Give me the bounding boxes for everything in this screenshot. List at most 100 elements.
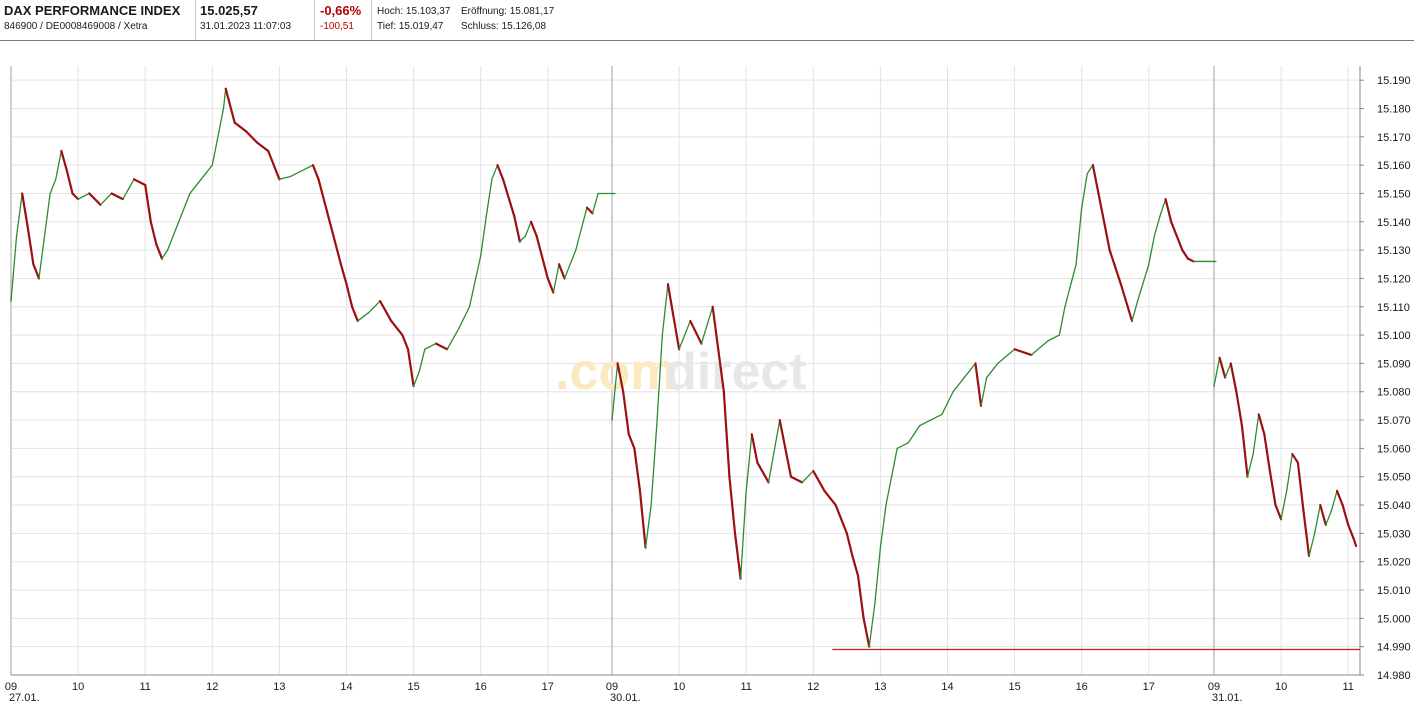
price-segment bbox=[638, 489, 647, 549]
price-series bbox=[10, 87, 1358, 648]
price-segment bbox=[1013, 348, 1033, 357]
price-segment bbox=[1108, 249, 1122, 286]
price-segment bbox=[890, 447, 898, 478]
change-absolute: -100,51 bbox=[320, 21, 354, 32]
price-segment bbox=[132, 178, 147, 187]
price-segment bbox=[418, 348, 426, 373]
price-segment bbox=[717, 348, 725, 393]
y-tick-label: 15.130 bbox=[1377, 245, 1411, 257]
price-segment bbox=[1081, 172, 1088, 209]
price-segment bbox=[529, 220, 538, 238]
x-tick-label: 17 bbox=[1143, 681, 1155, 693]
price-segment bbox=[1352, 537, 1358, 548]
price-segment bbox=[77, 192, 90, 200]
price-segment bbox=[1058, 306, 1066, 336]
y-tick-label: 15.070 bbox=[1377, 415, 1411, 427]
y-tick-label: 15.010 bbox=[1377, 585, 1411, 597]
price-segment bbox=[1319, 503, 1327, 526]
price-segment bbox=[401, 333, 410, 351]
price-segment bbox=[745, 433, 753, 492]
price-segment bbox=[868, 603, 876, 648]
price-segment bbox=[666, 283, 681, 351]
price-segment bbox=[10, 235, 18, 302]
x-tick-label: 12 bbox=[807, 681, 819, 693]
price-segment bbox=[49, 178, 57, 195]
price-segment bbox=[552, 263, 560, 294]
price-segment bbox=[368, 300, 381, 314]
y-tick-label: 15.030 bbox=[1377, 528, 1411, 540]
chart-grid bbox=[10, 66, 1361, 676]
x-tick-label: 11 bbox=[740, 681, 751, 693]
x-tick-label: 16 bbox=[1076, 681, 1088, 693]
price-segment bbox=[1047, 334, 1060, 342]
x-tick-label: 17 bbox=[542, 681, 554, 693]
price-segment bbox=[1170, 220, 1184, 252]
price-segment bbox=[575, 206, 588, 251]
y-tick-label: 15.040 bbox=[1377, 500, 1411, 512]
price-segment bbox=[963, 362, 977, 379]
instrument-identifiers: 846900 / DE0008469008 / Xetra bbox=[4, 21, 148, 32]
price-segment bbox=[997, 348, 1016, 365]
price-segment bbox=[644, 504, 652, 549]
price-segment bbox=[845, 532, 854, 558]
y-tick-label: 15.140 bbox=[1377, 217, 1411, 229]
price-segment bbox=[1131, 300, 1139, 322]
price-segment bbox=[1240, 424, 1249, 478]
x-tick-label: 11 bbox=[139, 681, 150, 693]
day-series bbox=[1213, 356, 1358, 558]
price-segment bbox=[656, 334, 663, 427]
price-segment bbox=[144, 183, 152, 223]
price-segment bbox=[1257, 413, 1266, 436]
price-segment bbox=[1286, 453, 1293, 492]
price-segment bbox=[1164, 198, 1173, 223]
price-segment bbox=[856, 574, 865, 620]
price-segment bbox=[211, 136, 219, 166]
price-segment bbox=[733, 532, 742, 580]
price-segment bbox=[896, 442, 910, 450]
price-segment bbox=[15, 192, 23, 237]
price-segment bbox=[941, 391, 954, 416]
day-series bbox=[611, 164, 1217, 648]
x-date-label: 30.01. bbox=[610, 692, 641, 704]
price-segment bbox=[161, 249, 169, 260]
x-tick-label: 16 bbox=[475, 681, 487, 693]
x-tick-label: 13 bbox=[273, 681, 285, 693]
price-segment bbox=[244, 130, 259, 144]
price-segment bbox=[1268, 469, 1277, 507]
price-segment bbox=[535, 234, 549, 280]
price-segment bbox=[689, 319, 703, 345]
price-segment bbox=[980, 376, 988, 407]
price-segment bbox=[406, 348, 415, 388]
x-date-label: 31.01. bbox=[1212, 692, 1243, 704]
comdirect-watermark: .com direct bbox=[555, 343, 807, 401]
price-segment bbox=[278, 175, 292, 180]
price-segment bbox=[424, 342, 437, 350]
price-segment bbox=[26, 226, 35, 266]
price-segment bbox=[317, 178, 331, 223]
price-segment bbox=[879, 504, 887, 549]
y-tick-label: 15.050 bbox=[1377, 472, 1411, 484]
price-segment bbox=[1235, 390, 1244, 427]
price-segment bbox=[38, 235, 46, 280]
day-series bbox=[10, 87, 616, 388]
price-segment bbox=[728, 475, 737, 535]
price-segment bbox=[1280, 490, 1288, 520]
price-segment bbox=[862, 617, 871, 648]
price-segment bbox=[1119, 283, 1134, 323]
price-segment bbox=[513, 215, 521, 243]
price-segment bbox=[1263, 433, 1272, 473]
y-tick-label: 15.160 bbox=[1377, 160, 1411, 172]
price-segment bbox=[801, 470, 814, 484]
x-tick-label: 11 bbox=[1342, 681, 1353, 693]
open-price: Eröffnung: 15.081,17 bbox=[461, 6, 555, 17]
y-tick-label: 15.080 bbox=[1377, 387, 1411, 399]
price-segment bbox=[224, 87, 236, 124]
y-tick-label: 15.000 bbox=[1377, 613, 1411, 625]
price-segment bbox=[885, 476, 893, 506]
price-segment bbox=[222, 88, 227, 110]
price-segment bbox=[1341, 503, 1350, 526]
y-tick-label: 15.190 bbox=[1377, 75, 1411, 87]
price-segment bbox=[633, 447, 642, 492]
price-segment bbox=[622, 390, 630, 436]
